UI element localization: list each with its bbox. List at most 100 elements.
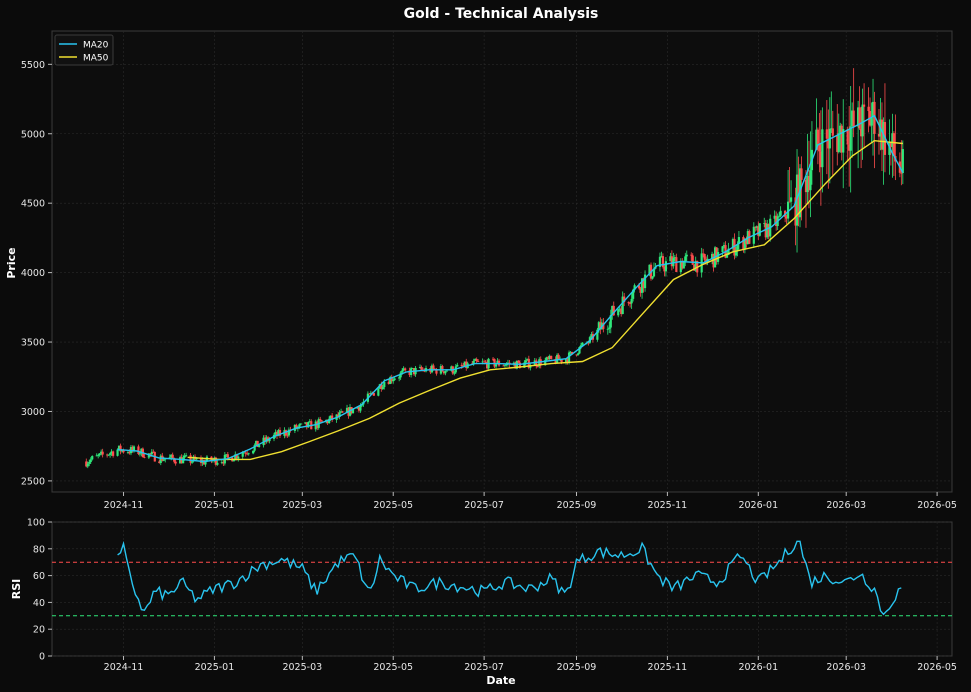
price-axis-label: Price — [5, 247, 18, 278]
candle-down — [800, 168, 803, 180]
candle-down — [900, 172, 903, 174]
candle-up — [389, 377, 392, 384]
candle-up — [722, 245, 726, 247]
candle-up — [287, 429, 291, 436]
candle-up — [755, 226, 758, 228]
candle-down — [629, 303, 632, 305]
candle-down — [246, 453, 249, 455]
candle-down — [357, 407, 361, 411]
candle-up — [456, 364, 459, 367]
candle-up — [304, 422, 307, 424]
candle-up — [809, 170, 812, 191]
candle-up — [630, 298, 633, 304]
candle-down — [263, 437, 267, 442]
rsi-y-tick-label: 0 — [39, 652, 45, 663]
candle-up — [888, 142, 891, 155]
price-y-tick-label: 5000 — [21, 129, 45, 140]
candle-up — [314, 421, 317, 430]
candle-down — [852, 110, 855, 127]
candle-down — [441, 366, 444, 372]
candle-down — [372, 393, 375, 396]
candle-up — [815, 129, 818, 150]
rsi-y-tick-label: 60 — [33, 571, 45, 582]
candle-up — [632, 289, 635, 299]
candle-down — [226, 454, 229, 458]
candle-down — [892, 133, 895, 157]
candle-up — [299, 423, 302, 425]
price-x-tick-label: 2025-01 — [195, 500, 235, 511]
candle-up — [673, 257, 676, 259]
candle-down — [484, 361, 487, 363]
candle-down — [536, 366, 539, 367]
candle-down — [691, 255, 694, 265]
candle-up — [159, 455, 162, 463]
candle-down — [326, 419, 329, 424]
price-x-tick-label: 2025-05 — [373, 500, 413, 511]
candle-up — [830, 128, 833, 130]
price-y-ticks: 2500 3000 3500 4000 4500 5000 5500 — [21, 60, 52, 487]
candle-down — [860, 128, 863, 137]
candle-down — [442, 371, 445, 374]
candle-up — [109, 453, 112, 455]
candle-down — [745, 238, 748, 244]
candle-up — [126, 452, 130, 453]
candle-up — [778, 215, 781, 217]
candle-down — [465, 361, 468, 368]
candle-up — [86, 463, 89, 467]
candle-up — [89, 459, 92, 463]
candle-down — [319, 419, 322, 421]
candle-up — [523, 362, 526, 368]
rsi-x-tick-label: 2026-03 — [826, 662, 866, 673]
candle-up — [786, 201, 790, 219]
candle-up — [195, 458, 198, 460]
candle-down — [502, 365, 505, 367]
candle-up — [147, 453, 150, 458]
candle-up — [220, 462, 223, 463]
candle-down — [612, 305, 615, 316]
candle-up — [524, 360, 527, 363]
candle-up — [716, 252, 720, 262]
candle-down — [858, 107, 861, 129]
price-x-tick-label: 2026-03 — [826, 500, 866, 511]
price-x-tick-label: 2026-05 — [917, 500, 957, 511]
rsi-x-tick-label: 2024-11 — [104, 662, 144, 673]
candle-up — [253, 445, 256, 451]
candle-down — [661, 256, 665, 267]
candle-up — [185, 455, 188, 457]
candle-up — [837, 133, 840, 152]
candle-down — [627, 302, 630, 304]
rsi-panel: 0 20 40 60 80 100 2024-11 2025-01 2025-03 2025-0… — [10, 518, 957, 688]
candle-up — [393, 378, 396, 380]
price-x-tick-label: 2024-11 — [104, 500, 144, 511]
candle-down — [143, 457, 146, 458]
candle-up — [150, 451, 153, 455]
candle-up — [107, 454, 110, 456]
candle-up — [463, 361, 466, 367]
candle-up — [338, 412, 341, 418]
candle-up — [633, 285, 636, 290]
candle-up — [100, 451, 103, 454]
candle-up — [679, 261, 682, 272]
date-axis-label: Date — [486, 674, 515, 687]
candle-down — [767, 223, 770, 237]
candle-down — [214, 457, 218, 465]
candle-up — [418, 366, 422, 368]
candle-up — [526, 358, 529, 361]
candle-down — [831, 128, 834, 136]
candle-down — [149, 453, 152, 455]
rsi-x-tick-label: 2026-05 — [917, 662, 957, 673]
candle-up — [857, 107, 860, 127]
candle-up — [736, 244, 739, 251]
candle-down — [642, 278, 645, 289]
candle-down — [560, 359, 563, 363]
candle-up — [548, 355, 551, 359]
rsi-y-tick-label: 20 — [33, 625, 45, 636]
rsi-x-tick-label: 2025-11 — [648, 662, 688, 673]
candle-down — [122, 449, 125, 453]
rsi-y-ticks: 0 20 40 60 80 100 — [27, 518, 52, 663]
candle-up — [168, 457, 171, 459]
candle-up — [232, 459, 235, 462]
candle-down — [836, 135, 839, 152]
rsi-x-tick-label: 2025-01 — [195, 662, 235, 673]
candle-down — [158, 461, 161, 463]
